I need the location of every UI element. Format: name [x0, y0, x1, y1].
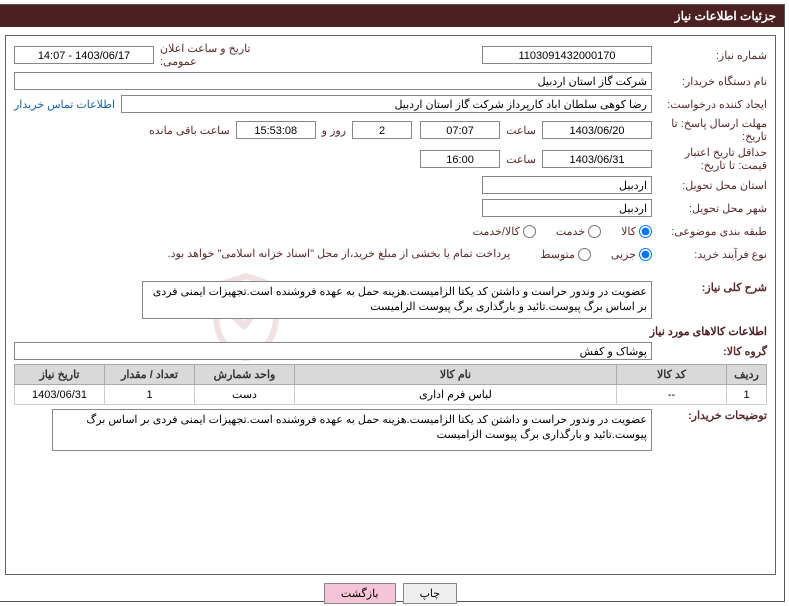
label-time1: ساعت — [500, 124, 542, 137]
print-button[interactable]: چاپ — [403, 583, 458, 604]
process-radios: جزیی متوسط — [520, 248, 652, 261]
back-button[interactable]: بازگشت — [324, 583, 396, 604]
field-deadline-time: 07:07 — [420, 121, 500, 139]
label-announce-dt: تاریخ و ساعت اعلان عمومی: — [154, 42, 294, 68]
radio-goods-service[interactable]: کالا/خدمت — [473, 225, 536, 238]
table-row: 1 -- لباس فرم اداری دست 1 1403/06/31 — [15, 385, 767, 405]
label-subject-class: طبقه بندی موضوعی: — [652, 225, 767, 238]
field-requester: رضا کوهی سلطان اباد کارپرداز شرکت گاز اس… — [121, 95, 652, 113]
field-need-no: 1103091432000170 — [482, 46, 652, 64]
cell-name: لباس فرم اداری — [295, 385, 617, 405]
field-announce-dt: 1403/06/17 - 14:07 — [14, 46, 154, 64]
label-general-desc: شرح کلی نیاز: — [652, 281, 767, 294]
field-buyer-notes: عضویت در وندور حراست و داشتن کد یکتا الز… — [52, 409, 652, 451]
cell-row: 1 — [727, 385, 767, 405]
title-bar: جزئیات اطلاعات نیاز — [0, 5, 784, 27]
th-qty: تعداد / مقدار — [105, 365, 195, 385]
label-buyer-notes: توضیحات خریدار: — [652, 409, 767, 422]
cell-unit: دست — [195, 385, 295, 405]
field-remaining-days: 2 — [352, 121, 412, 139]
radio-goods-service-label: کالا/خدمت — [473, 225, 520, 238]
field-goods-group: پوشاک و کفش — [14, 342, 652, 360]
field-min-valid-time: 16:00 — [420, 150, 500, 168]
label-delivery-prov: استان محل تحویل: — [652, 179, 767, 192]
radio-service[interactable]: خدمت — [556, 225, 601, 238]
radio-minor-label: جزیی — [611, 248, 636, 261]
field-min-valid-date: 1403/06/31 — [542, 150, 652, 168]
button-bar: چاپ بازگشت — [0, 583, 784, 604]
radio-minor[interactable]: جزیی — [611, 248, 652, 261]
label-requester: ایجاد کننده درخواست: — [652, 98, 767, 111]
window: جزئیات اطلاعات نیاز شماره نیاز: 11030914… — [0, 4, 785, 602]
label-delivery-city: شهر محل تحویل: — [652, 202, 767, 215]
label-time2: ساعت — [500, 153, 542, 166]
radio-minor-input[interactable] — [639, 248, 652, 261]
radio-goods-input[interactable] — [639, 225, 652, 238]
process-note: پرداخت تمام یا بخشی از مبلغ خرید،از محل … — [168, 245, 521, 264]
field-buyer-org: شرکت گاز استان اردبیل — [14, 72, 652, 90]
th-date: تاریخ نیاز — [15, 365, 105, 385]
label-purchase-proc: نوع فرآیند خرید: — [652, 248, 767, 261]
field-delivery-prov: اردبیل — [482, 176, 652, 194]
subject-radios: کالا خدمت کالا/خدمت — [453, 225, 652, 238]
label-deadline: مهلت ارسال پاسخ: تا تاریخ: — [652, 117, 767, 143]
radio-medium-input[interactable] — [578, 248, 591, 261]
field-general-desc: عضویت در وندور حراست و داشتن کد یکتا الز… — [142, 281, 652, 319]
cell-qty: 1 — [105, 385, 195, 405]
field-delivery-city: اردبیل — [482, 199, 652, 217]
th-unit: واحد شمارش — [195, 365, 295, 385]
radio-medium-label: متوسط — [540, 248, 575, 261]
label-remaining: ساعت باقی مانده — [143, 124, 236, 137]
radio-goods-service-input[interactable] — [523, 225, 536, 238]
radio-goods-label: کالا — [621, 225, 636, 238]
label-days-and: روز و — [316, 124, 352, 137]
label-buyer-org: نام دستگاه خریدار: — [652, 75, 767, 88]
contact-link[interactable]: اطلاعات تماس خریدار — [14, 98, 121, 111]
field-deadline-date: 1403/06/20 — [542, 121, 652, 139]
th-code: کد کالا — [617, 365, 727, 385]
radio-service-label: خدمت — [556, 225, 585, 238]
th-row: ردیف — [727, 365, 767, 385]
items-section-title: اطلاعات کالاهای مورد نیاز — [14, 325, 767, 338]
radio-medium[interactable]: متوسط — [540, 248, 591, 261]
label-need-no: شماره نیاز: — [652, 49, 767, 62]
label-min-valid: حداقل تاریخ اعتبار قیمت: تا تاریخ: — [652, 146, 767, 172]
th-name: نام کالا — [295, 365, 617, 385]
field-remaining-time: 15:53:08 — [236, 121, 316, 139]
cell-code: -- — [617, 385, 727, 405]
label-goods-group: گروه کالا: — [652, 345, 767, 358]
items-table: ردیف کد کالا نام کالا واحد شمارش تعداد /… — [14, 364, 767, 405]
cell-date: 1403/06/31 — [15, 385, 105, 405]
form-panel: شماره نیاز: 1103091432000170 تاریخ و ساع… — [5, 35, 776, 575]
radio-service-input[interactable] — [588, 225, 601, 238]
radio-goods[interactable]: کالا — [621, 225, 652, 238]
